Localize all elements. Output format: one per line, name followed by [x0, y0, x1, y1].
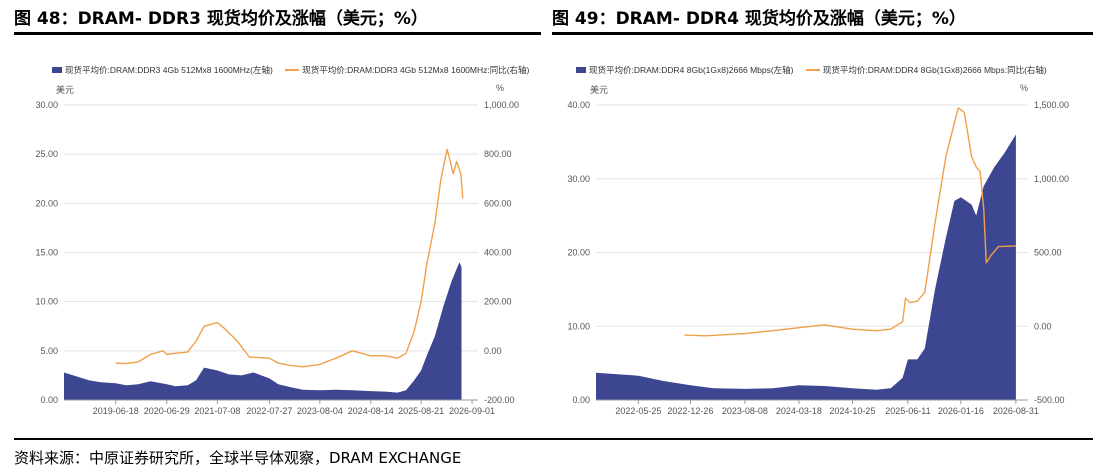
figure-49-top-rule [552, 32, 1093, 35]
left-tick-label: 15.00 [35, 248, 58, 258]
x-tick-label: 2023-08-08 [722, 406, 768, 416]
legend-area-label: 现货平均价:DRAM:DDR4 8Gb(1Gx8)2666 Mbps(左轴) [589, 65, 794, 75]
left-tick-label: 20.00 [35, 198, 58, 208]
left-tick-label: 40.00 [567, 100, 590, 110]
legend-area-label: 现货平均价:DRAM:DDR3 4Gb 512Mx8 1600MHz(左轴) [65, 65, 273, 75]
x-tick-label: 2026-09-01 [449, 406, 495, 416]
left-tick-label: 30.00 [35, 100, 58, 110]
source-note: 资料来源：中原证券研究所，全球半导体观察，DRAM EXCHANGE [14, 449, 462, 467]
legend-line-label: 现货平均价:DRAM:DDR3 4Gb 512Mx8 1600MHz:同比(右轴… [302, 65, 530, 75]
figure-48-title: 图 48：DRAM- DDR3 现货均价及涨幅（美元；%） [14, 9, 428, 29]
right-tick-label: -500.00 [1034, 395, 1065, 405]
right-tick-label: 800.00 [484, 149, 512, 159]
x-tick-label: 2022-12-26 [667, 406, 713, 416]
figure-49-plot: 0.00 10.00 20.00 30.00 40.00 -500.00 0.00 500.0… [567, 100, 1069, 416]
x-tick-label: 2022-07-27 [246, 406, 292, 416]
x-tick-label: 2025-06-11 [885, 406, 930, 416]
bottom-rule [14, 438, 1093, 440]
legend-line-swatch [285, 69, 300, 71]
left-tick-label: 10.00 [567, 321, 590, 331]
x-tick-label: 2024-10-25 [829, 406, 875, 416]
left-axis-unit: 美元 [56, 85, 75, 95]
left-tick-label: 0.00 [40, 395, 58, 405]
legend-area-swatch [576, 67, 586, 73]
right-tick-label: 600.00 [484, 198, 512, 208]
x-tick-label: 2023-08-04 [297, 406, 343, 416]
x-tick-label: 2026-01-16 [938, 406, 984, 416]
right-tick-label: 1,000.00 [1034, 174, 1069, 184]
left-tick-label: 25.00 [35, 149, 58, 159]
figure-48-plot: 0.00 5.00 10.00 15.00 20.00 25.00 30.00 -200.00… [35, 100, 519, 416]
figure-48-chart: 现货平均价:DRAM:DDR3 4Gb 512Mx8 1600MHz(左轴) 现… [20, 56, 550, 416]
x-tick-label: 2022-05-25 [615, 406, 661, 416]
right-tick-label: 0.00 [1034, 321, 1052, 331]
x-tick-label: 2025-08-21 [398, 406, 444, 416]
legend-line-swatch [805, 69, 820, 71]
right-tick-label: 1,500.00 [1034, 100, 1069, 110]
figure-49-title: 图 49：DRAM- DDR4 现货均价及涨幅（美元；%） [552, 9, 966, 29]
figure-48-legend: 现货平均价:DRAM:DDR3 4Gb 512Mx8 1600MHz(左轴) 现… [52, 64, 529, 76]
right-axis-unit: % [1020, 83, 1029, 93]
right-tick-label: 1,000.00 [484, 100, 519, 110]
right-tick-label: 400.00 [484, 248, 512, 258]
left-tick-label: 10.00 [35, 297, 58, 307]
right-tick-label: 500.00 [1034, 248, 1062, 258]
x-tick-label: 2021-07-08 [194, 406, 240, 416]
left-tick-label: 30.00 [567, 174, 590, 184]
figure-48-top-rule [14, 32, 541, 35]
left-tick-label: 20.00 [567, 248, 590, 258]
yoy-line-series [684, 107, 1016, 337]
x-tick-label: 2024-03-18 [776, 406, 822, 416]
x-tick-label: 2020-06-29 [144, 406, 190, 416]
right-axis-unit: % [496, 83, 505, 93]
price-area-series [64, 262, 462, 400]
legend-area-swatch [52, 67, 62, 73]
x-tick-label: 2019-06-18 [93, 406, 139, 416]
x-tick-label: 2026-08-31 [993, 406, 1039, 416]
right-tick-label: 200.00 [484, 297, 512, 307]
price-area-series [596, 134, 1016, 400]
right-tick-label: -200.00 [484, 395, 515, 405]
left-tick-label: 0.00 [572, 395, 590, 405]
x-tick-label: 2024-08-14 [348, 406, 394, 416]
yoy-line-series [115, 148, 464, 368]
figure-49-chart: 现货平均价:DRAM:DDR4 8Gb(1Gx8)2666 Mbps(左轴) 现… [556, 56, 1086, 416]
figure-49-legend: 现货平均价:DRAM:DDR4 8Gb(1Gx8)2666 Mbps(左轴) 现… [576, 64, 1047, 76]
left-axis-unit: 美元 [590, 85, 609, 95]
right-tick-label: 0.00 [484, 346, 502, 356]
legend-line-label: 现货平均价:DRAM:DDR4 8Gb(1Gx8)2666 Mbps:同比(右轴… [822, 65, 1047, 75]
left-tick-label: 5.00 [40, 346, 58, 356]
